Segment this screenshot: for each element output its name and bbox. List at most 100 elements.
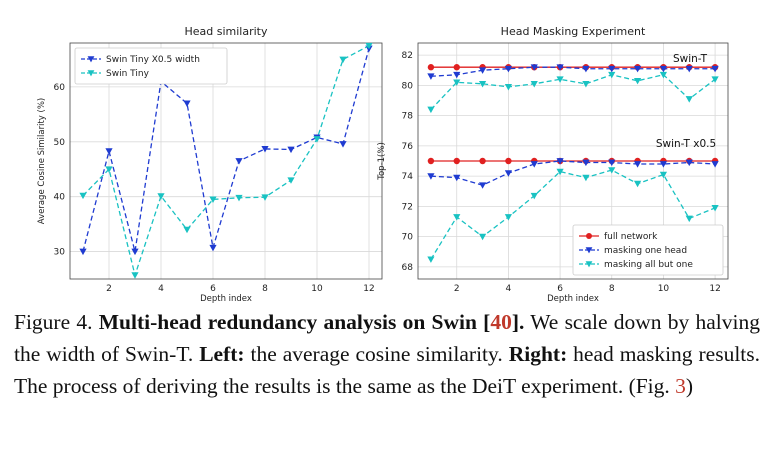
head-similarity-chart: Head similarity 2 4 6 8 10 12 30 40 50 60 Depth i…	[37, 25, 383, 304]
legend-marker	[586, 233, 592, 239]
data-point	[313, 136, 321, 143]
data-point	[530, 80, 538, 88]
y-tick-label: 78	[402, 112, 414, 122]
data-point	[131, 272, 139, 279]
data-point	[556, 158, 564, 165]
data-point	[209, 244, 217, 252]
chart-title: Head Masking Experiment	[501, 25, 646, 38]
caption-prefix: Figure 4.	[14, 310, 99, 334]
data-point	[608, 71, 616, 79]
plot-frame	[417, 42, 729, 280]
data-point	[157, 193, 165, 200]
data-point	[235, 194, 243, 202]
y-tick-label: 68	[402, 263, 414, 273]
series-line	[82, 48, 370, 252]
caption-title: Multi-head redundancy analysis on Swin […	[98, 310, 525, 334]
y-tick-label: 50	[54, 138, 66, 148]
y-tick-label: 72	[402, 202, 413, 212]
citation-link[interactable]: 40	[490, 310, 512, 334]
data-point	[685, 65, 693, 73]
data-point	[261, 194, 269, 201]
legend: Swin Tiny X0.5 width Swin Tiny	[74, 47, 228, 85]
x-tick-label: 10	[311, 284, 323, 294]
x-tick-label: 8	[262, 284, 268, 294]
data-point	[685, 96, 693, 103]
data-point	[183, 100, 191, 107]
data-point	[504, 83, 513, 91]
x-tick-label: 10	[658, 284, 670, 294]
data-point	[582, 80, 590, 88]
data-point	[453, 71, 461, 79]
data-point	[105, 148, 113, 155]
data-point	[365, 42, 373, 50]
legend-marker	[87, 70, 95, 77]
data-point	[235, 158, 243, 165]
data-point	[608, 65, 616, 73]
data-point	[209, 196, 217, 204]
data-point	[105, 166, 113, 173]
data-point	[427, 256, 435, 263]
series-line	[430, 66, 716, 77]
data-point	[582, 159, 590, 167]
data-point	[504, 170, 513, 177]
caption-text: We scale down by halving the width of Sw…	[14, 310, 761, 366]
legend-label: full network	[604, 232, 658, 242]
data-point	[427, 106, 435, 114]
right-label: Right:	[508, 342, 568, 366]
data-point	[261, 146, 269, 153]
y-tick-label: 70	[402, 233, 414, 243]
legend-label: Swin Tiny X0.5 width	[106, 55, 200, 65]
caption-text: )	[685, 374, 694, 398]
series-line	[430, 169, 716, 260]
data-point	[504, 214, 513, 221]
data-point	[478, 80, 487, 88]
legend-label: Swin Tiny	[106, 69, 150, 79]
x-tick-label: 2	[106, 284, 112, 294]
data-point	[339, 56, 347, 64]
left-label: Left:	[199, 342, 245, 366]
data-point	[556, 168, 564, 176]
data-point	[582, 65, 590, 73]
data-point	[453, 79, 461, 86]
series-line	[430, 160, 716, 186]
data-point	[608, 167, 616, 174]
data-point	[659, 161, 668, 168]
y-tick-label: 82	[402, 51, 413, 61]
legend-box	[572, 224, 724, 276]
data-point	[453, 174, 461, 182]
annotation-swin-t-x05: Swin-T x0.5	[656, 138, 716, 150]
data-point	[478, 67, 487, 74]
data-point	[79, 192, 87, 200]
data-point	[183, 226, 191, 234]
x-tick-label: 12	[709, 284, 720, 294]
data-point	[685, 215, 693, 223]
caption-text: the average cosine similarity.	[244, 342, 509, 366]
legend-label: masking all but one	[604, 260, 693, 270]
data-point	[505, 157, 512, 165]
annotation-swin-t: Swin-T	[673, 53, 708, 65]
x-tick-label: 8	[609, 284, 615, 294]
data-point	[427, 64, 435, 71]
data-point	[633, 161, 642, 168]
data-point	[711, 205, 719, 212]
data-point	[556, 64, 564, 71]
x-tick-label: 6	[210, 284, 216, 294]
data-point	[530, 64, 538, 71]
data-point	[287, 146, 295, 154]
data-point	[711, 65, 719, 73]
y-tick-label: 30	[54, 248, 66, 258]
data-point	[633, 180, 642, 188]
y-tick-label: 76	[402, 142, 414, 152]
data-point	[478, 233, 487, 241]
data-point	[427, 173, 435, 180]
legend-box	[74, 47, 228, 85]
figure-ref-link[interactable]: 3	[675, 374, 686, 398]
y-tick-label: 40	[54, 193, 66, 203]
head-masking-chart: Head Masking Experiment 2 4 6 8 10 1268707274…	[377, 25, 729, 304]
data-point	[427, 73, 435, 80]
data-point	[453, 214, 461, 221]
data-point	[453, 157, 460, 165]
legend-marker	[87, 56, 95, 63]
y-tick-label: 60	[54, 83, 66, 93]
legend: full network masking one head masking all …	[572, 224, 724, 276]
